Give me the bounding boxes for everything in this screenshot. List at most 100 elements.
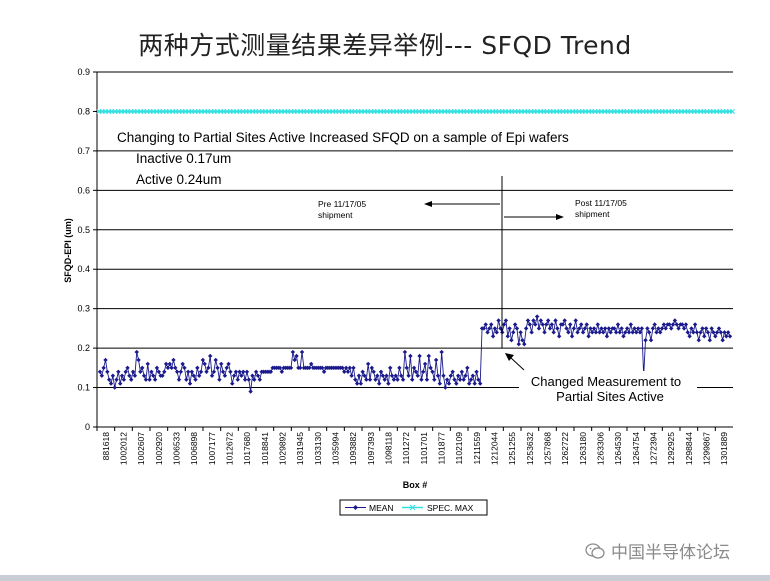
mean-point <box>373 377 378 382</box>
mean-point <box>252 377 257 382</box>
mean-point <box>99 373 105 378</box>
mean-point <box>540 322 545 327</box>
mean-point <box>145 361 150 367</box>
mean-point <box>163 361 169 367</box>
legend-mean-marker <box>353 505 358 510</box>
y-axis-title: SFQD-EPI (um) <box>63 218 73 283</box>
mean-point <box>356 373 362 378</box>
mean-point <box>369 365 375 371</box>
mean-point <box>713 334 718 339</box>
mean-point <box>101 365 106 371</box>
mean-point <box>637 330 643 335</box>
mean-point <box>239 373 244 378</box>
mean-point <box>230 381 235 386</box>
legend-spec-marker <box>409 504 416 511</box>
mean-point <box>364 377 369 382</box>
y-tick-label: 0.8 <box>77 106 90 116</box>
mean-point <box>231 373 237 378</box>
mean-point <box>681 326 687 331</box>
mean-point <box>400 377 406 382</box>
mean-point <box>149 369 154 374</box>
mean-point <box>624 326 630 331</box>
mean-point <box>233 369 239 374</box>
mean-point <box>503 318 509 323</box>
mean-point <box>376 381 382 386</box>
mean-point <box>533 322 538 327</box>
slide-title: 两种方式测量结果差异举例--- SFQD Trend <box>138 31 632 60</box>
mean-point <box>703 326 709 331</box>
mean-point <box>608 330 613 335</box>
mean-point <box>151 373 156 378</box>
changed-arrow-line <box>509 356 525 371</box>
mean-point <box>716 326 722 331</box>
mean-point <box>505 334 510 339</box>
annotation-post-sub: shipment <box>575 209 610 219</box>
mean-point <box>459 369 465 374</box>
y-tick-label: 0.6 <box>77 185 90 195</box>
mean-point <box>408 353 413 359</box>
mean-point <box>553 318 558 323</box>
spec-max-series <box>96 108 735 115</box>
mean-point <box>255 373 261 378</box>
annotation-changed-2: Partial Sites Active <box>556 389 664 404</box>
mean-point <box>687 334 692 339</box>
x-tick-label: 1253632 <box>525 432 535 465</box>
mean-point <box>619 326 624 331</box>
y-tick-label: 0 <box>85 422 90 432</box>
mean-point <box>105 369 110 374</box>
x-tick-label: 1101272 <box>401 432 411 465</box>
mean-point <box>648 338 654 343</box>
mean-point <box>520 338 525 343</box>
mean-point <box>545 318 551 323</box>
mean-point <box>658 330 663 335</box>
mean-point <box>402 349 408 355</box>
mean-point <box>140 365 145 371</box>
mean-point <box>432 377 437 382</box>
mean-point <box>518 330 523 335</box>
mean-point <box>476 377 481 382</box>
mean-point <box>345 369 351 374</box>
mean-point <box>143 377 149 382</box>
mean-point <box>613 330 619 335</box>
mean-point <box>680 322 685 327</box>
mean-point <box>182 365 187 371</box>
changed-label-bg <box>519 371 697 404</box>
mean-point <box>725 330 731 335</box>
mean-point <box>659 326 665 331</box>
mean-point <box>615 322 621 327</box>
mean-point <box>371 369 376 374</box>
mean-point <box>623 330 628 335</box>
legend: MEAN SPEC. MAX <box>339 499 488 516</box>
mean-point <box>268 369 274 374</box>
y-tick-label: 0.5 <box>77 225 90 235</box>
mean-point <box>176 377 182 382</box>
mean-point <box>160 373 165 378</box>
annotations: Changing to Partial Sites Active Increas… <box>117 130 697 404</box>
mean-point <box>435 373 441 378</box>
mean-point <box>466 381 472 386</box>
mean-point <box>457 377 463 382</box>
mean-point <box>474 369 479 374</box>
grid-lines <box>97 71 733 389</box>
watermark-text: 中国半导体论坛 <box>611 543 730 563</box>
mean-point <box>632 326 637 331</box>
mean-point <box>580 330 586 335</box>
mean-point <box>702 334 707 339</box>
mean-point <box>634 330 639 335</box>
annotation-inactive: Inactive 0.17um <box>136 151 231 166</box>
mean-point <box>206 365 211 371</box>
mean-point <box>215 365 220 371</box>
mean-point <box>193 377 198 382</box>
mean-series <box>97 314 733 394</box>
mean-point <box>523 326 529 331</box>
mean-point <box>551 330 556 335</box>
mean-point <box>198 369 204 374</box>
mean-point <box>692 322 698 327</box>
mean-point <box>564 326 569 331</box>
mean-point <box>162 369 167 374</box>
mean-point <box>127 373 132 378</box>
mean-point <box>593 330 599 335</box>
mean-point <box>718 330 724 335</box>
mean-point <box>253 369 259 374</box>
mean-point <box>191 373 196 378</box>
